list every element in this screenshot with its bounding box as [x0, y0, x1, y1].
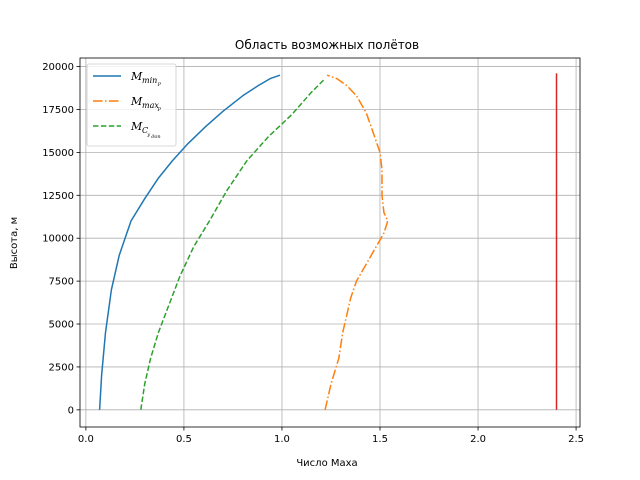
x-tick-label: 1.5	[372, 434, 388, 445]
legend-label-3: M	[130, 120, 143, 133]
series-line-2	[324, 74, 389, 410]
y-axis-label: Высота, м	[9, 217, 20, 269]
y-tick-label: 7500	[49, 277, 74, 288]
x-tick-label: 0.0	[78, 434, 94, 445]
y-tick-label: 2500	[49, 362, 74, 373]
y-tick-label: 12500	[42, 191, 74, 202]
y-tick-label: 0	[68, 405, 74, 416]
x-tick-label: 0.5	[176, 434, 192, 445]
y-tick-label: 17500	[42, 105, 74, 116]
legend-label-2: M	[130, 95, 143, 108]
y-tick-label: 20000	[42, 62, 74, 73]
series-line-3	[140, 78, 326, 410]
legend-sublabel-2: max	[142, 101, 159, 110]
series-line-1	[98, 74, 281, 410]
x-tick-label: 2.0	[470, 434, 486, 445]
x-tick-label: 1.0	[274, 434, 290, 445]
ticks-group: 0.0 0.5 1.0 1.5 2.0 2.5 0 2500 5000 7500 10000 1250…	[42, 62, 584, 445]
x-tick-label: 2.5	[568, 434, 584, 445]
legend-label-1: M	[130, 70, 143, 83]
legend-subsublabel-3: y	[146, 132, 150, 138]
y-tick-label: 5000	[49, 320, 74, 331]
plot-frame	[79, 57, 581, 428]
legend-subsubsublabel-3: доп	[151, 134, 160, 140]
grid	[80, 58, 580, 427]
y-tick-label: 10000	[42, 234, 74, 245]
x-axis-label: Число Маха	[296, 458, 357, 469]
chart-title: Область возможных полётов	[235, 38, 419, 52]
series-group	[98, 73, 558, 410]
y-tick-label: 15000	[42, 148, 74, 159]
legend-sublabel-3: C	[142, 126, 148, 135]
legend-sublabel-1: min	[142, 76, 157, 85]
legend-subsublabel-2: P	[157, 107, 162, 113]
legend-subsublabel-1: P	[157, 82, 162, 88]
